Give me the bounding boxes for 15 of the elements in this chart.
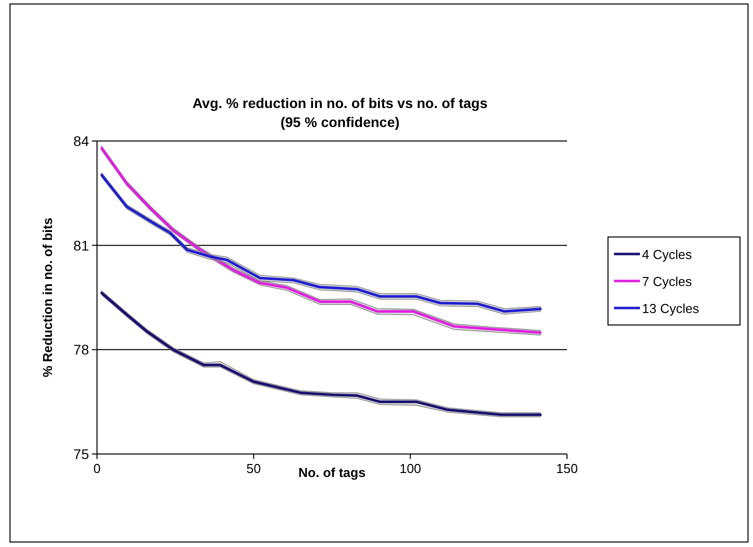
legend-label: 7 Cycles — [642, 274, 692, 289]
y-axis-title: % Reduction in no. of bits — [40, 218, 55, 378]
legend-label: 4 Cycles — [642, 247, 692, 262]
y-tick-label: 78 — [73, 342, 90, 358]
x-tick-label: 0 — [93, 461, 101, 476]
y-tick-label: 75 — [73, 446, 90, 462]
chart-subtitle: (95 % confidence) — [280, 114, 400, 130]
y-tick-label: 81 — [73, 237, 90, 254]
y-tick-label: 84 — [73, 133, 90, 149]
x-tick-label: 150 — [556, 461, 578, 476]
x-tick-label: 100 — [399, 461, 422, 476]
x-axis-title: No. of tags — [298, 465, 366, 480]
x-tick-label: 50 — [246, 461, 261, 476]
legend-label: 13 Cycles — [642, 301, 700, 316]
chart-title: Avg. % reduction in no. of bits vs no. of tags — [192, 95, 488, 111]
